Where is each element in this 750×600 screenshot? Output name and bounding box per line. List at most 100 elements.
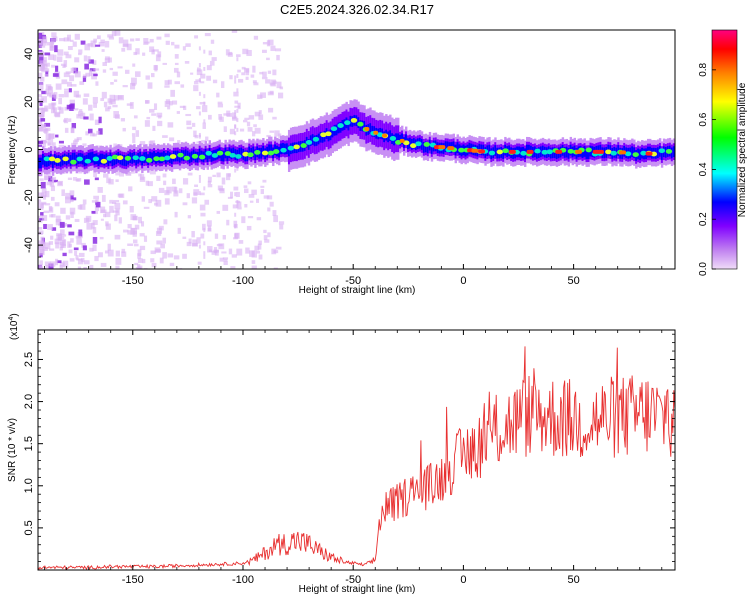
spectrogram-noise-cell	[135, 48, 140, 55]
spectrogram-noise-cell	[220, 81, 225, 89]
spectrogram-noise-cell	[50, 108, 56, 114]
spectrogram-noise-cell	[137, 249, 142, 257]
spectrogram-noise-cell	[271, 248, 277, 255]
spectrogram-band-cell	[87, 152, 90, 164]
spectrogram-noise-cell	[263, 235, 268, 240]
spectrogram-noise-cell	[169, 101, 173, 106]
spectrogram-noise-cell	[196, 106, 201, 110]
spectrogram-noise-cell	[75, 255, 79, 260]
spectrogram-noise-cell	[188, 238, 192, 244]
spectrogram-noise-cell	[258, 240, 262, 245]
spectrogram-noise-cell	[193, 189, 200, 195]
spectrogram-noise-cell	[182, 178, 189, 185]
spectrogram-noise-cell	[252, 80, 257, 84]
spectrogram-noise-cell	[38, 98, 45, 104]
spectrogram-core-cell	[665, 149, 673, 154]
spectrogram-noise-cell	[117, 66, 123, 69]
spectrogram-noise-cell	[219, 257, 225, 262]
spectrogram-noise-cell	[80, 40, 86, 45]
spectrogram-noise-cell	[200, 212, 206, 217]
snr-y-tick-label: 0.5	[23, 520, 35, 535]
multiplier-exponent: 4	[8, 317, 15, 321]
spectrogram-noise-cell	[45, 265, 49, 269]
spectrogram-noise-cell	[97, 187, 103, 193]
spectrogram-noise-cell	[253, 35, 259, 40]
spectrogram-noise-cell	[273, 267, 278, 269]
spectrogram-noise-cell	[234, 212, 237, 217]
spectrogram-noise-cell	[270, 45, 276, 52]
spectrogram-noise-cell	[108, 101, 113, 105]
spectrogram-noise-cell	[195, 79, 201, 82]
spectrogram-noise-cell	[244, 204, 248, 208]
spectrogram-noise-cell	[151, 113, 157, 116]
spectrogram-noise-cell	[217, 101, 223, 105]
spectrogram-noise-cell	[260, 185, 265, 188]
spectrogram-band-cell	[75, 154, 79, 166]
spectrogram-noise-cell	[132, 63, 136, 67]
spectrogram-noise-cell	[84, 63, 89, 70]
spectrogram-noise-cell	[186, 193, 190, 199]
spectrogram-noise-cell	[69, 190, 75, 196]
spectrogram-noise-cell	[202, 223, 206, 231]
spectrogram-noise-cell	[39, 60, 45, 66]
spectrogram-noise-cell	[232, 116, 238, 121]
spectrogram-noise-cell	[198, 178, 201, 183]
spectrogram-noise-cell	[174, 211, 178, 218]
snr-y-tick-label: 1.5	[23, 436, 35, 451]
spectrogram-noise-cell	[236, 204, 239, 209]
spectrogram-noise-cell	[267, 70, 272, 74]
spectrogram-core-cell	[300, 143, 307, 148]
spectrogram-band-cell	[43, 155, 47, 167]
spectrogram-band-cell	[631, 146, 634, 158]
spectrogram-noise-cell	[238, 78, 244, 83]
spectrogram-noise-cell	[256, 250, 261, 254]
spectrogram-noise-cell	[100, 98, 105, 102]
spectrogram-noise-cell	[133, 215, 138, 221]
spectrogram-noise-cell	[55, 83, 62, 90]
spectrogram-noise-cell	[221, 251, 227, 254]
spectrogram-noise-cell	[267, 39, 274, 46]
spectrogram-noise-cell	[101, 49, 105, 52]
spectrogram-noise-cell	[139, 245, 146, 251]
spectrogram-peak-cell	[597, 149, 605, 154]
spectrogram-noise-cell	[62, 239, 67, 247]
spectrogram-band-cell	[222, 150, 225, 162]
spectrogram-noise-cell	[102, 62, 107, 66]
spectrogram-noise-cell	[155, 199, 162, 207]
spectrogram-noise-cell	[203, 94, 206, 99]
spectrogram-noise-cell	[153, 103, 158, 110]
spectrogram-band-cell	[71, 152, 75, 164]
spectrogram-noise-cell	[216, 92, 220, 98]
spectrogram-noise-cell	[50, 235, 54, 240]
spectrogram-noise-cell	[258, 110, 262, 115]
spectrogram-noise-cell	[72, 41, 77, 47]
spectrogram-noise-cell	[53, 112, 60, 117]
spectrogram-noise-cell	[137, 253, 141, 259]
spectrogram-noise-cell	[92, 244, 97, 252]
spectrogram-noise-cell	[44, 128, 48, 134]
spectrogram-noise-cell	[38, 113, 42, 118]
snr-y-label: SNR (10 * v/v)	[7, 418, 18, 482]
spectrogram-noise-cell	[258, 114, 264, 120]
spectrogram-core-cell	[48, 156, 56, 162]
spectrogram-noise-cell	[238, 240, 244, 244]
spectrogram-band-cell	[59, 156, 63, 167]
spectrogram-noise-cell	[79, 81, 85, 85]
spectrogram-noise-cell	[48, 133, 55, 139]
spectrogram-noise-cell	[137, 264, 141, 269]
spectrogram-noise-cell	[266, 195, 273, 200]
spectrogram-noise-cell	[127, 243, 134, 246]
spectrogram-core-cell	[410, 143, 417, 149]
spectrogram-noise-cell	[143, 235, 148, 242]
spectrogram-noise-cell	[246, 121, 251, 127]
spectrogram-noise-cell	[45, 70, 49, 77]
spectrogram-band-cell	[408, 137, 412, 149]
spectrogram-noise-cell	[102, 69, 107, 73]
spectrogram-core-cell	[458, 147, 465, 153]
spectrogram-noise-cell	[194, 184, 199, 187]
spectrogram-noise-cell	[89, 247, 94, 252]
spectrogram-noise-cell	[247, 216, 254, 219]
spectrogram-noise-cell	[94, 119, 100, 125]
spectrogram-noise-cell	[144, 120, 150, 127]
spectrogram-noise-cell	[272, 116, 277, 120]
